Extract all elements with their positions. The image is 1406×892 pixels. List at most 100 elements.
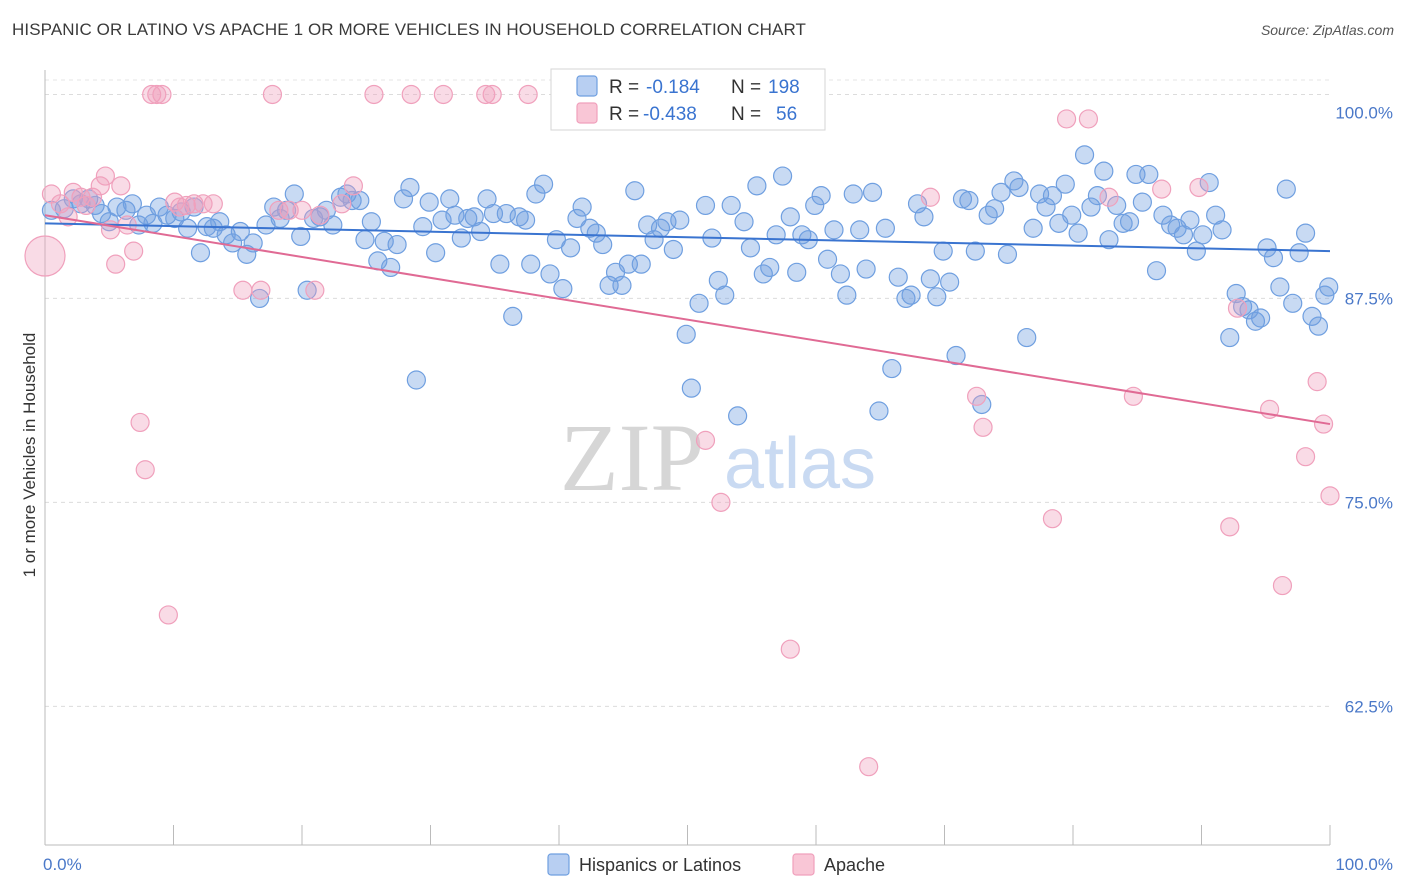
chart-title: HISPANIC OR LATINO VS APACHE 1 OR MORE V… (12, 20, 807, 39)
hispanics-point-27 (237, 244, 257, 264)
apache-point-8 (95, 166, 115, 186)
hispanics-point-49 (381, 257, 401, 278)
apache-point-38 (433, 84, 453, 105)
x-tick-label-0: 0.0% (43, 855, 82, 874)
hispanics-point-138 (952, 189, 973, 209)
hispanics-point-168 (1146, 261, 1167, 281)
hispanics-point-43 (342, 190, 362, 211)
hispanics-point-183 (1245, 311, 1266, 331)
apache-point-34 (332, 194, 352, 214)
apache-point-65 (1307, 372, 1327, 392)
hispanics-point-157 (1074, 145, 1095, 165)
legend-r-label-hispanics: R = (609, 77, 639, 98)
hispanics-point-103 (728, 406, 748, 426)
apache-point-15 (135, 460, 155, 480)
legend-n-value-apache: 56 (776, 104, 797, 125)
apache-point-67 (1320, 486, 1340, 506)
hispanics-point-155 (1062, 205, 1082, 225)
hispanics-point-195 (1319, 277, 1339, 297)
hispanics-point-135 (933, 241, 953, 261)
apache-point-31 (292, 200, 312, 220)
hispanics-point-85 (612, 275, 632, 295)
y-tick-label-3: 62.5% (1345, 697, 1393, 716)
hispanics-point-148 (1017, 327, 1037, 348)
hispanics-point-63 (471, 221, 491, 242)
hispanics-point-56 (426, 243, 446, 263)
hispanics-point-82 (593, 234, 613, 255)
hispanics-point-55 (419, 192, 439, 212)
hispanics-point-105 (740, 238, 761, 258)
hispanics-point-189 (1283, 293, 1303, 313)
apache-point-19 (158, 605, 178, 625)
apache-point-7 (90, 176, 110, 196)
watermark-atlas: atlas (724, 424, 876, 504)
hispanics-point-154 (1055, 174, 1075, 194)
hispanics-point-190 (1289, 243, 1309, 263)
hispanics-point-126 (875, 218, 895, 238)
hispanics-point-77 (560, 238, 581, 258)
trend-lines (44, 214, 1331, 426)
hispanics-point-34 (284, 184, 304, 204)
hispanics-point-160 (1094, 161, 1114, 181)
hispanics-point-132 (914, 207, 934, 227)
apache-point-large (24, 235, 66, 277)
y-axis-title: 1 or more Vehicles in Household (20, 333, 39, 578)
hispanics-point-76 (553, 279, 573, 299)
hispanics-point-145 (997, 244, 1018, 264)
hispanics-point-146 (1004, 171, 1024, 191)
hispanics-point-46 (361, 212, 381, 232)
hispanics-point-111 (780, 207, 800, 227)
hispanics-point-140 (965, 241, 985, 261)
legend-r-label-apache: R = (609, 104, 639, 125)
legend-r-value-apache: -0.438 (643, 104, 697, 125)
hispanics-point-66 (490, 254, 510, 274)
hispanics-point-137 (946, 345, 966, 366)
hispanics-point-96 (681, 378, 701, 398)
apache-point-60 (1220, 517, 1240, 537)
hispanics-point-30 (256, 215, 276, 235)
series-apache-points (24, 84, 1340, 777)
hispanics-point-74 (540, 264, 560, 284)
hispanics-point-51 (393, 189, 414, 209)
legend-r-value-hispanics: -0.184 (646, 77, 700, 98)
hispanics-point-73 (533, 174, 554, 194)
stats-legend: R = -0.184 N = 198 R = -0.438 N = 56 (550, 68, 826, 131)
apache-point-55 (1078, 109, 1099, 129)
apache-point-25 (203, 194, 223, 214)
hispanics-point-97 (689, 293, 709, 313)
hispanics-point-110 (772, 166, 793, 186)
hispanics-point-169 (1153, 205, 1173, 225)
apache-point-61 (1227, 298, 1248, 318)
legend-swatch-apache (576, 102, 598, 124)
bottom-legend-swatch-apache (792, 853, 815, 876)
hispanics-point-78 (567, 208, 587, 229)
hispanics-point-125 (869, 401, 889, 421)
bottom-legend-label-hispanics: Hispanics or Latinos (579, 855, 741, 875)
hispanics-point-71 (521, 254, 541, 274)
hispanics-trend-line (44, 222, 1331, 253)
hispanics-point-98 (695, 195, 716, 216)
hispanics-point-143 (985, 199, 1005, 219)
hispanics-point-134 (927, 287, 947, 307)
apache-point-32 (305, 280, 325, 300)
hispanics-point-162 (1107, 195, 1127, 216)
apache-point-51 (967, 386, 987, 406)
hispanics-point-122 (850, 220, 870, 240)
hispanics-point-54 (413, 217, 433, 237)
apache-point-41 (518, 84, 538, 105)
hispanics-point-158 (1081, 197, 1101, 217)
apache-point-18 (152, 84, 172, 105)
hispanics-point-79 (572, 197, 592, 217)
apache-point-39 (476, 84, 496, 105)
hispanics-point-94 (670, 210, 690, 230)
legend-n-label-apache: N = (731, 104, 761, 125)
hispanics-point-106 (747, 176, 767, 196)
legend-n-value-hispanics: 198 (768, 77, 800, 98)
apache-point-21 (170, 197, 190, 217)
hispanics-point-193 (1308, 316, 1329, 336)
hispanics-point-147 (1009, 177, 1029, 198)
hispanics-point-87 (625, 181, 645, 201)
apache-point-50 (920, 187, 940, 207)
hispanics-point-14 (149, 197, 169, 217)
